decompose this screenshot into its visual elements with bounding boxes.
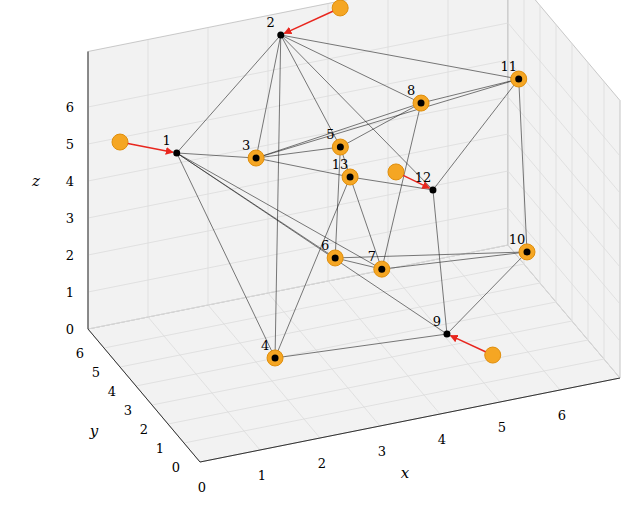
svg-text:11: 11	[500, 59, 517, 74]
svg-text:5: 5	[92, 365, 100, 380]
svg-text:1: 1	[258, 468, 266, 483]
svg-text:8: 8	[407, 83, 415, 98]
svg-text:5: 5	[326, 127, 334, 142]
svg-text:9: 9	[433, 314, 441, 329]
svg-text:6: 6	[66, 100, 74, 115]
svg-text:1: 1	[156, 441, 164, 456]
svg-text:3: 3	[124, 403, 132, 418]
svg-text:5: 5	[498, 420, 506, 435]
svg-text:z: z	[31, 172, 40, 190]
svg-text:4: 4	[66, 174, 74, 189]
svg-text:3: 3	[378, 444, 386, 459]
svg-text:1: 1	[66, 285, 74, 300]
svg-text:2: 2	[267, 15, 275, 30]
svg-text:0: 0	[172, 460, 180, 475]
svg-text:3: 3	[66, 211, 74, 226]
svg-text:0: 0	[198, 480, 206, 495]
svg-text:13: 13	[332, 157, 349, 172]
svg-text:y: y	[89, 422, 99, 440]
svg-text:0: 0	[66, 322, 74, 337]
svg-text:7: 7	[368, 249, 376, 264]
svg-text:12: 12	[415, 170, 432, 185]
svg-text:2: 2	[318, 456, 326, 471]
svg-text:4: 4	[438, 432, 446, 447]
svg-text:6: 6	[321, 238, 329, 253]
svg-text:3: 3	[242, 138, 250, 153]
svg-text:6: 6	[76, 346, 84, 361]
svg-text:2: 2	[140, 422, 148, 437]
svg-text:1: 1	[163, 133, 171, 148]
svg-text:4: 4	[108, 384, 116, 399]
svg-text:4: 4	[261, 338, 269, 353]
svg-text:10: 10	[509, 232, 526, 247]
svg-text:5: 5	[66, 137, 74, 152]
svg-text:6: 6	[558, 408, 566, 423]
svg-text:2: 2	[66, 248, 74, 263]
svg-text:x: x	[401, 464, 410, 482]
